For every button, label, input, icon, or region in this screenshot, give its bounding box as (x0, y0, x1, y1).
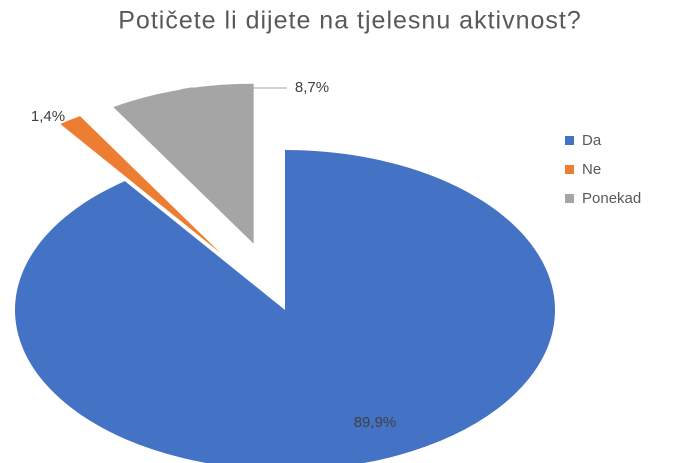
pie-slice (15, 150, 555, 463)
legend-label: Ne (582, 161, 601, 178)
legend-label: Da (582, 132, 602, 149)
data-label: 1,4% (31, 108, 65, 125)
data-label: 89,9% (354, 414, 397, 431)
chart-title: Potičete li dijete na tjelesnu aktivnost… (118, 7, 581, 35)
legend-swatch (565, 136, 574, 145)
pie-slice (60, 116, 221, 253)
legend-label: Ponekad (582, 190, 641, 207)
data-label: 8,7% (295, 79, 329, 96)
legend-swatch (565, 194, 574, 203)
legend-swatch (565, 165, 574, 174)
pie-slice (113, 83, 254, 244)
leader-line (180, 87, 287, 91)
